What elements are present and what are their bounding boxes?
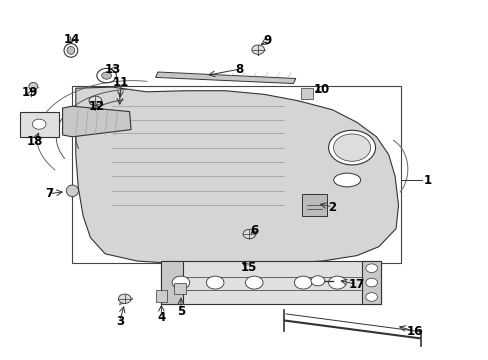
Text: 11: 11 [113,76,129,89]
Text: 15: 15 [240,261,256,274]
Circle shape [118,294,131,303]
Ellipse shape [64,44,78,57]
Text: 17: 17 [348,278,365,291]
Circle shape [310,276,324,286]
Circle shape [365,293,377,301]
Text: 2: 2 [328,201,336,213]
Text: 18: 18 [27,135,43,148]
Text: 12: 12 [88,100,105,113]
Circle shape [251,45,264,54]
Circle shape [365,278,377,287]
Polygon shape [302,194,326,216]
Text: 14: 14 [64,33,81,46]
Polygon shape [161,261,381,304]
Polygon shape [361,261,381,304]
Text: 10: 10 [313,83,329,96]
Text: 3: 3 [116,315,123,328]
Text: 9: 9 [264,34,271,47]
Polygon shape [155,72,295,84]
Polygon shape [161,261,183,304]
Circle shape [32,119,46,129]
Ellipse shape [67,46,75,54]
Polygon shape [155,290,167,302]
Polygon shape [76,87,398,265]
Circle shape [333,134,370,161]
Text: 16: 16 [406,325,422,338]
Text: 4: 4 [157,311,165,324]
Polygon shape [174,283,185,294]
Circle shape [294,276,311,289]
Text: 19: 19 [22,86,39,99]
Circle shape [102,72,111,79]
Ellipse shape [66,185,78,197]
Text: 8: 8 [235,63,243,76]
Polygon shape [301,88,312,99]
Circle shape [365,264,377,273]
Circle shape [245,276,263,289]
Text: 5: 5 [177,305,184,318]
Circle shape [243,229,255,239]
Ellipse shape [29,82,38,90]
Circle shape [172,276,189,289]
Circle shape [328,276,346,289]
Circle shape [328,130,375,165]
Text: 6: 6 [250,224,258,237]
Circle shape [97,68,116,83]
Circle shape [206,276,224,289]
Text: 13: 13 [104,63,121,76]
Ellipse shape [333,173,360,187]
Circle shape [89,96,102,105]
Polygon shape [20,112,59,137]
Text: 1: 1 [423,174,431,186]
Text: 7: 7 [45,187,53,200]
Polygon shape [62,106,131,137]
